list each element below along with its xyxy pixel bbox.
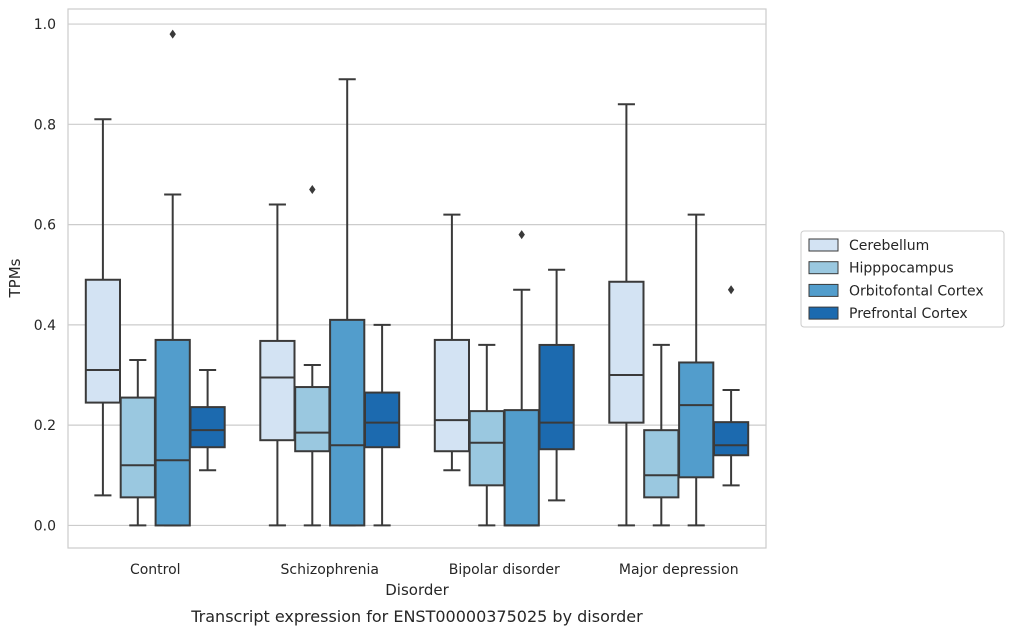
legend-label: Hipppocampus — [849, 261, 954, 277]
box-body — [329, 318, 366, 527]
legend: Cerebellum Hipppocampus Orbitofontal Corte… — [800, 230, 1005, 328]
box-body — [154, 338, 191, 527]
box-body — [643, 429, 680, 499]
legend-label: Cerebellum — [849, 238, 929, 254]
y-tick-label: 1.0 — [34, 17, 56, 33]
box-body — [503, 409, 540, 527]
y-tick-labels: 0.0 0.2 0.4 0.6 0.8 1.0 — [34, 17, 56, 534]
legend-swatch — [808, 306, 839, 320]
y-tick-label: 0.8 — [34, 117, 56, 133]
legend-swatch — [808, 238, 839, 252]
box-body — [538, 343, 575, 451]
box-body — [678, 361, 715, 479]
box-body — [712, 421, 750, 457]
box-0-1 — [119, 358, 156, 527]
box-1-2 — [329, 78, 366, 527]
y-axis-label: TPMs — [6, 258, 24, 298]
outlier-point — [727, 285, 735, 295]
chart-caption: Transcript expression for ENST0000037502… — [190, 607, 643, 626]
box-3-0 — [608, 103, 645, 527]
box-0-3 — [189, 369, 226, 472]
box-3-1 — [643, 343, 680, 527]
box-body — [608, 280, 645, 424]
box-2-0 — [433, 213, 471, 472]
y-tick-label: 0.6 — [34, 218, 56, 234]
legend-label: Prefrontal Cortex — [849, 306, 968, 322]
legend-frame — [800, 230, 1005, 328]
box-body — [84, 278, 122, 404]
box-2-1 — [468, 343, 505, 527]
x-tick-label: Major depression — [619, 562, 739, 578]
plot-frame — [67, 8, 767, 549]
box-body — [433, 338, 471, 453]
y-tick-label: 0.4 — [34, 318, 56, 334]
outlier-point — [309, 185, 316, 195]
x-tick-label: Bipolar disorder — [449, 562, 560, 578]
legend-swatch — [808, 283, 839, 297]
box-1-3 — [363, 323, 401, 527]
box-body — [189, 406, 226, 449]
box-2-3 — [538, 268, 575, 502]
box-groups — [84, 29, 750, 527]
y-tick-label: 0.2 — [34, 418, 56, 434]
box-0-2 — [154, 29, 191, 527]
x-tick-labels: Control Schizophrenia Bipolar disorder Majo… — [130, 562, 739, 578]
x-tick-label: Schizophrenia — [281, 562, 379, 578]
outlier-point — [518, 230, 525, 240]
outlier-point — [169, 29, 176, 39]
box-body — [468, 410, 505, 487]
box-2-2 — [503, 230, 540, 527]
box-body — [363, 391, 401, 449]
legend-label: Orbitofontal Cortex — [849, 283, 984, 299]
box-3-2 — [678, 213, 715, 527]
legend-swatch — [808, 261, 839, 275]
box-body — [294, 386, 331, 453]
box-0-0 — [84, 118, 122, 497]
box-3-3 — [712, 285, 750, 487]
box-1-0 — [259, 203, 296, 527]
box-1-1 — [294, 185, 331, 527]
y-tick-label: 0.0 — [34, 518, 56, 534]
x-axis-label: Disorder — [385, 581, 449, 599]
box-body — [119, 396, 156, 499]
x-tick-label: Control — [130, 562, 181, 578]
box-body — [259, 339, 296, 442]
